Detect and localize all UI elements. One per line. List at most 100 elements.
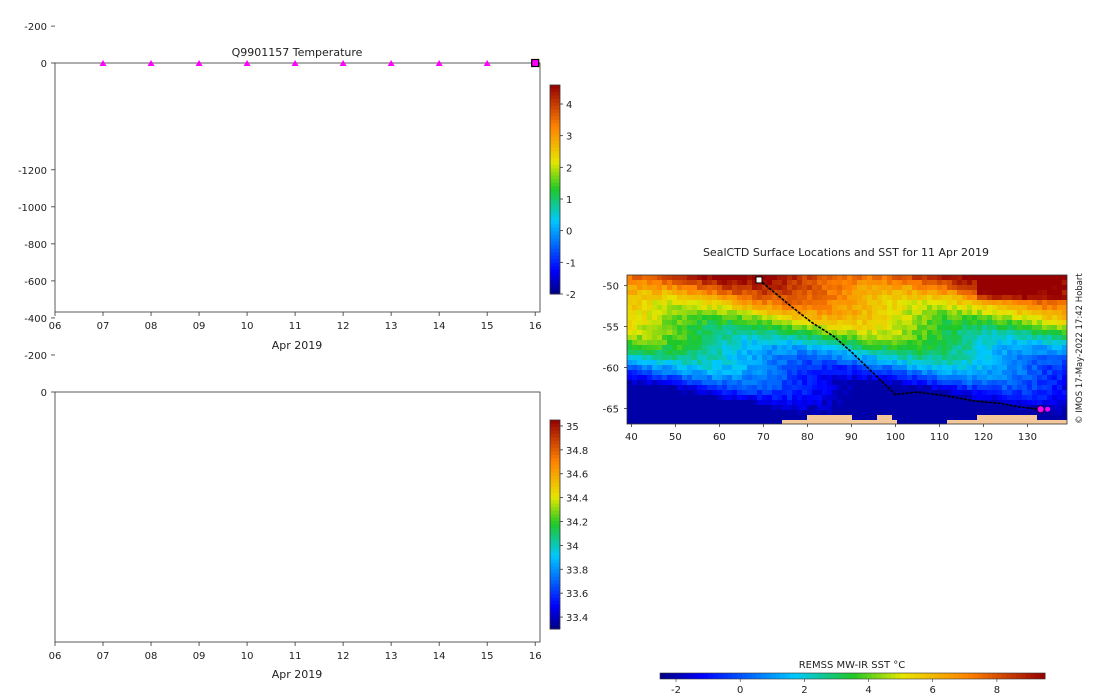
sst-cell	[1037, 420, 1043, 424]
sst-cell	[722, 310, 728, 316]
sst-cell	[687, 295, 693, 301]
sst-cell	[632, 290, 638, 296]
sst-cell	[992, 300, 998, 306]
sst-cell	[647, 345, 653, 351]
sst-cell	[722, 350, 728, 356]
sst-cell	[817, 300, 823, 306]
sst-cell	[912, 345, 918, 351]
salinity-x-ticks: 06 07 08 09 10 11 12 13 14 15 16	[49, 642, 542, 662]
sst-cell	[842, 410, 848, 416]
sst-cell	[637, 420, 643, 424]
sst-cell	[867, 275, 873, 281]
sst-cell	[657, 390, 663, 396]
sst-cell	[962, 295, 968, 301]
sst-cell	[997, 385, 1003, 391]
sst-cell	[697, 335, 703, 341]
sst-cell	[667, 345, 673, 351]
sst-cell	[872, 320, 878, 326]
sst-cell	[762, 315, 768, 321]
x-tick-label: 15	[481, 651, 494, 662]
sst-cell	[627, 360, 633, 366]
sst-cell	[1062, 340, 1067, 346]
sst-cell	[872, 290, 878, 296]
sst-cell	[942, 275, 948, 281]
sst-cell	[692, 325, 698, 331]
sst-cell	[882, 285, 888, 291]
sst-cell	[807, 375, 813, 381]
sst-cell	[652, 345, 658, 351]
sst-cell	[652, 405, 658, 411]
sst-cell	[652, 305, 658, 311]
sst-cell	[777, 280, 783, 286]
sst-cell	[1032, 340, 1038, 346]
sst-cell	[847, 410, 853, 416]
sst-cell	[952, 385, 958, 391]
sst-cell	[907, 330, 913, 336]
sst-cell	[1022, 280, 1028, 286]
sst-cell	[707, 375, 713, 381]
sst-cell	[957, 340, 963, 346]
sst-cell	[1017, 390, 1023, 396]
sst-cell	[732, 370, 738, 376]
sst-cell	[632, 320, 638, 326]
sst-cell	[817, 275, 823, 281]
sst-cell	[792, 315, 798, 321]
colorbar-swatch	[550, 154, 560, 159]
sst-cell	[1002, 365, 1008, 371]
sst-cell	[717, 350, 723, 356]
sst-cell	[962, 350, 968, 356]
sst-cell	[757, 350, 763, 356]
sst-cell	[872, 410, 878, 416]
sst-cell	[782, 395, 788, 401]
sst-cell	[827, 315, 833, 321]
sst-cell	[857, 370, 863, 376]
x-tick-label: 14	[433, 321, 446, 332]
sst-cell	[742, 360, 748, 366]
sst-cell	[772, 285, 778, 291]
sst-cell	[1027, 400, 1033, 406]
sst-cell	[907, 420, 913, 424]
sst-cell	[817, 415, 823, 421]
sst-cell	[967, 410, 973, 416]
sst-cell	[1017, 350, 1023, 356]
sst-cell	[857, 400, 863, 406]
sst-cell	[657, 345, 663, 351]
sst-cell	[752, 350, 758, 356]
sst-cell	[847, 375, 853, 381]
sst-cell	[902, 395, 908, 401]
sst-cell	[662, 340, 668, 346]
sst-cell	[747, 400, 753, 406]
sst-cell	[647, 310, 653, 316]
sst-cell	[797, 300, 803, 306]
x-tick-label: 110	[930, 432, 949, 443]
colorbar-swatch	[550, 423, 560, 428]
sst-cell	[832, 320, 838, 326]
sst-cell	[892, 275, 898, 281]
sst-cell	[662, 390, 668, 396]
sst-cell	[857, 410, 863, 416]
sst-cell	[1042, 420, 1048, 424]
sst-cell	[1057, 420, 1063, 424]
sst-cell	[1022, 385, 1028, 391]
sst-cell	[1012, 345, 1018, 351]
sst-cell	[727, 385, 733, 391]
colorbar-tick-label: 4	[566, 100, 572, 111]
sst-cell	[737, 305, 743, 311]
sst-cell	[712, 275, 718, 281]
temperature-xlabel: Apr 2019	[272, 339, 323, 352]
sst-cell	[912, 305, 918, 311]
sst-cell	[847, 320, 853, 326]
sst-cell	[812, 385, 818, 391]
sst-cell	[662, 355, 668, 361]
sst-cell	[792, 325, 798, 331]
sst-cell	[977, 415, 983, 421]
sst-cell	[807, 385, 813, 391]
sst-cell	[952, 320, 958, 326]
sst-cell	[697, 375, 703, 381]
sst-cell	[907, 350, 913, 356]
sst-cell	[1017, 315, 1023, 321]
sst-cell	[882, 350, 888, 356]
sst-cell	[907, 370, 913, 376]
x-tick-label: 90	[845, 432, 858, 443]
colorbar-swatch	[550, 165, 560, 170]
